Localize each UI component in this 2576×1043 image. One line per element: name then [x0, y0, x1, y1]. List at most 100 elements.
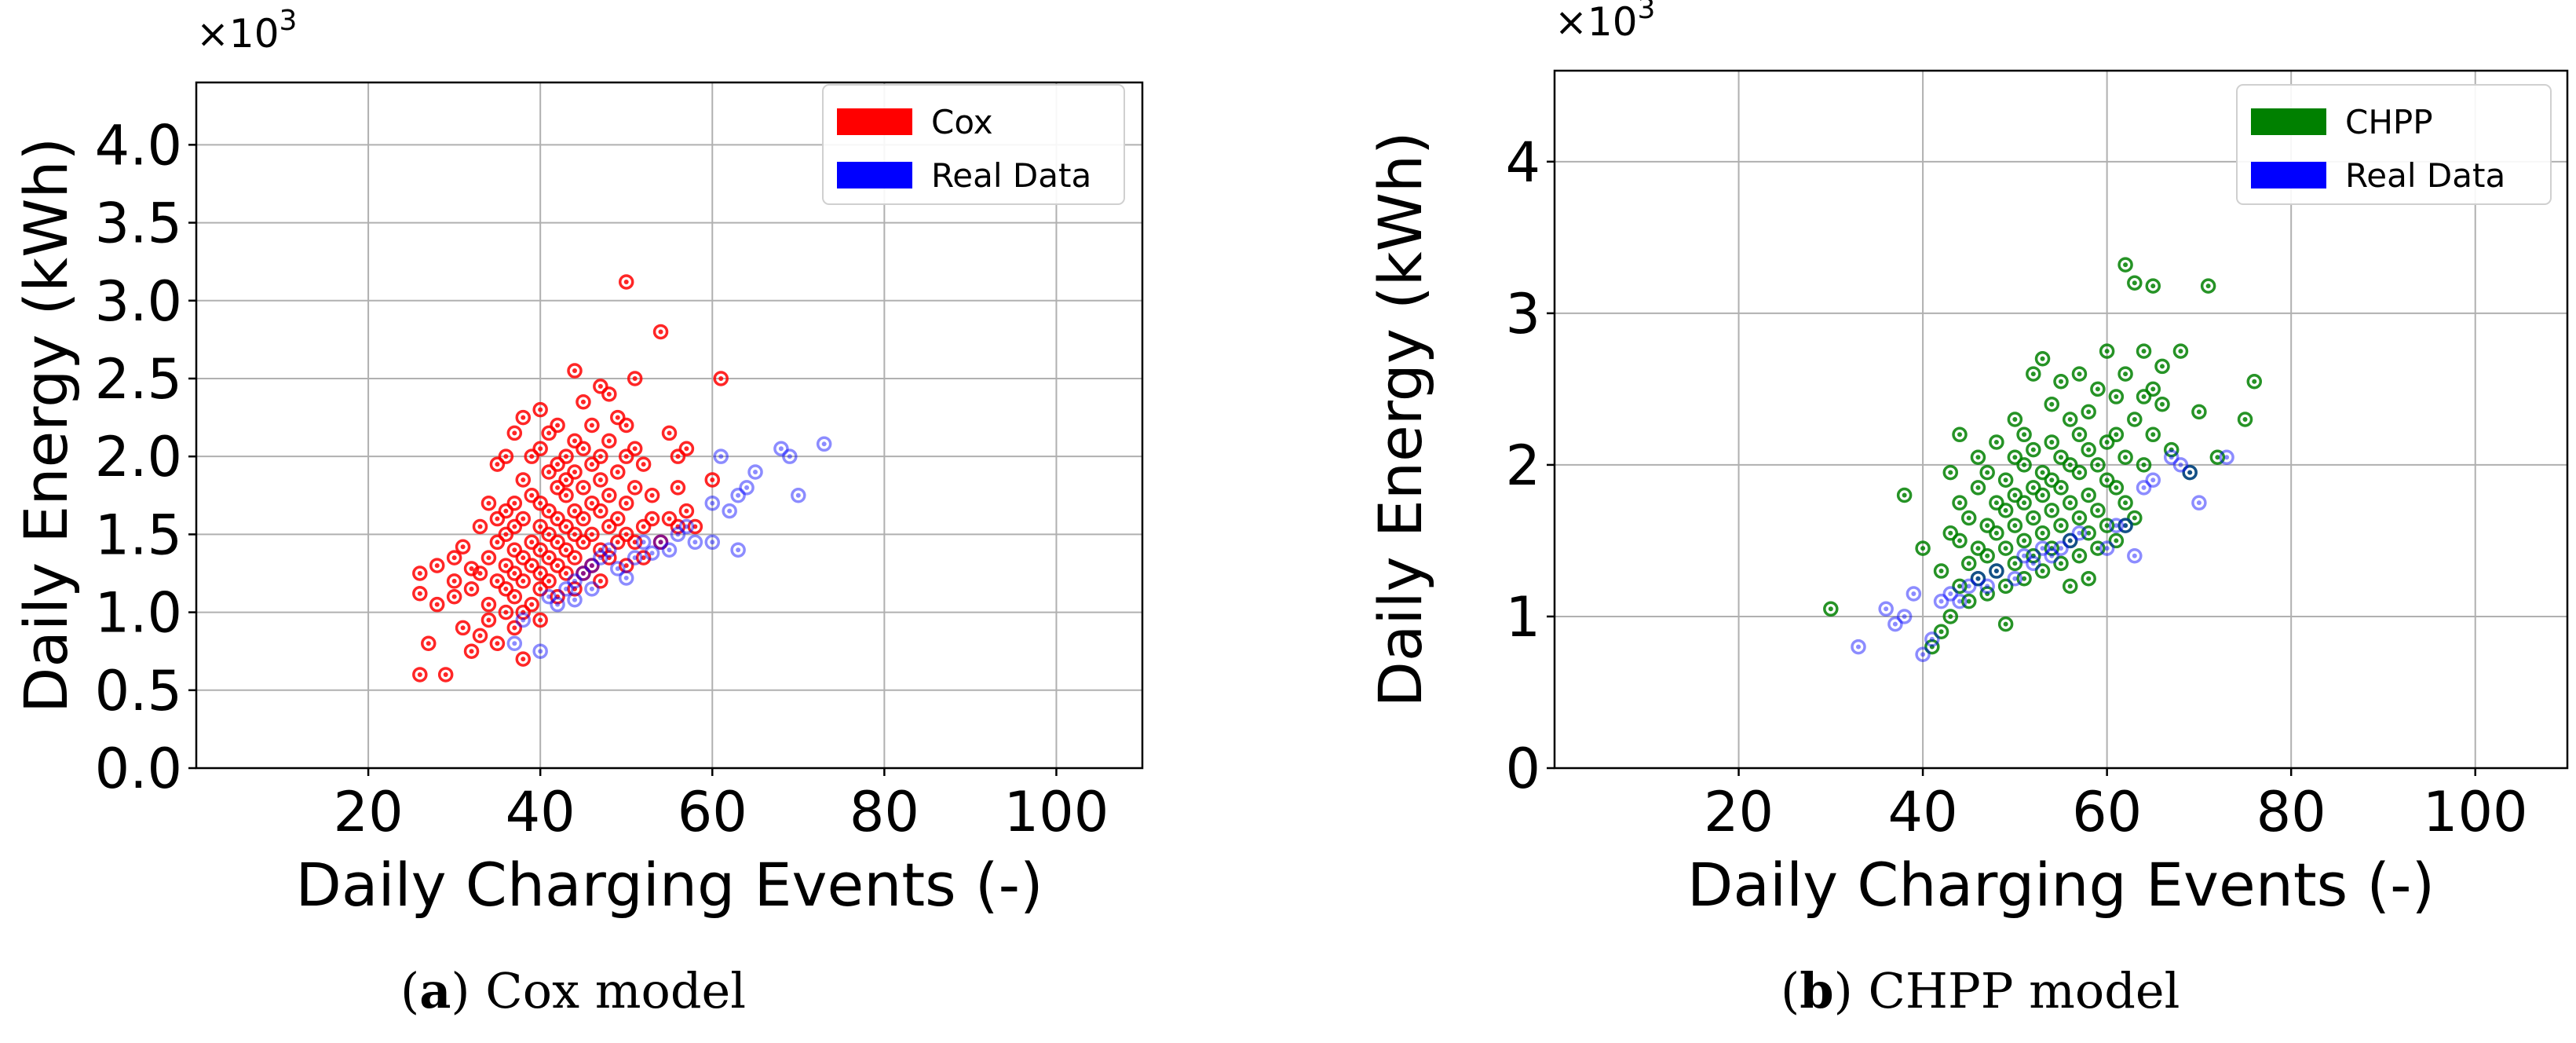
data-point — [1952, 578, 1968, 595]
data-point-center — [503, 454, 509, 459]
data-point-center — [623, 454, 629, 459]
data-point-center — [2049, 553, 2055, 558]
y-tick-label: 4.0 — [95, 113, 182, 177]
legend-label: Cox — [931, 103, 993, 141]
data-point — [2034, 487, 2051, 503]
data-point-center — [1985, 553, 1990, 558]
data-point-center — [538, 649, 543, 654]
data-point-center — [503, 563, 509, 569]
data-point-center — [1957, 432, 1962, 437]
data-point-center — [2196, 409, 2201, 415]
data-point — [704, 534, 721, 551]
chart-b: 20 40 60 80 100 0 1 2 3 4 ×103 Daily Charging Event… — [1365, 0, 2569, 920]
data-point-center — [1948, 613, 1953, 619]
data-point — [515, 604, 532, 620]
data-point — [489, 635, 506, 652]
data-point — [2127, 510, 2143, 526]
data-point — [2191, 404, 2207, 420]
data-point-center — [2114, 485, 2119, 490]
data-point — [446, 550, 462, 565]
data-point — [1851, 639, 1866, 655]
data-point — [2026, 480, 2041, 496]
data-point-center — [1985, 470, 1990, 475]
series-cox — [412, 274, 729, 683]
data-point — [730, 542, 746, 558]
data-point — [2145, 426, 2161, 443]
data-point-center — [503, 586, 509, 591]
data-point-center — [2059, 485, 2063, 490]
data-point — [1915, 540, 1931, 556]
data-point-center — [512, 625, 517, 631]
data-point — [1970, 449, 1986, 466]
data-point-center — [486, 500, 491, 506]
data-point — [515, 612, 532, 628]
data-point — [2071, 525, 2088, 541]
data-point-center — [564, 477, 569, 482]
legend-swatch — [2251, 162, 2326, 188]
data-point — [2099, 540, 2115, 556]
data-point-center — [606, 492, 612, 498]
data-point-center — [2077, 470, 2082, 475]
data-point — [532, 441, 548, 457]
data-point — [610, 409, 626, 426]
data-point — [593, 573, 608, 589]
data-point — [1952, 532, 1968, 549]
x-tick-label: 80 — [2256, 780, 2326, 844]
data-point — [704, 495, 721, 511]
data-point — [2136, 480, 2152, 496]
data-point-center — [2012, 561, 2018, 566]
data-point-center — [529, 563, 535, 569]
data-point — [541, 573, 557, 589]
x-tick-label: 20 — [334, 780, 404, 844]
data-point — [472, 518, 488, 535]
data-point — [1952, 495, 1968, 511]
data-point-center — [2040, 470, 2045, 475]
data-point — [1997, 578, 2014, 595]
data-point-center — [2160, 364, 2165, 369]
data-point — [593, 379, 608, 394]
data-point-center — [641, 524, 646, 529]
y-multiplier-exponent: 3 — [280, 5, 298, 37]
data-point-center — [2196, 500, 2201, 506]
data-point — [532, 401, 548, 418]
data-point-center — [2049, 401, 2055, 407]
data-point — [2044, 472, 2060, 488]
data-point-center — [2067, 538, 2073, 543]
data-point — [635, 550, 652, 565]
data-point — [2044, 547, 2060, 564]
data-point-center — [546, 508, 552, 514]
data-point — [412, 565, 428, 581]
data-point-center — [529, 540, 535, 545]
data-point-center — [667, 547, 672, 553]
data-point — [627, 371, 643, 386]
data-point-center — [477, 570, 483, 576]
y-tick-label: 0.5 — [95, 659, 182, 723]
y-tick-label: 0 — [1505, 737, 1540, 801]
data-point-center — [2114, 394, 2119, 400]
data-point-center — [580, 399, 586, 404]
data-point — [601, 542, 617, 558]
data-point-center — [2169, 447, 2174, 452]
data-point — [2071, 464, 2088, 481]
data-point-center — [2022, 576, 2027, 581]
data-point — [1942, 464, 1959, 481]
data-point — [1933, 624, 1949, 640]
data-point-center — [667, 516, 672, 522]
data-point-center — [2003, 478, 2008, 483]
data-point-center — [2132, 515, 2137, 521]
data-point — [2127, 275, 2143, 291]
data-point — [1924, 639, 1940, 655]
data-point-center — [1975, 546, 1981, 551]
data-point-center — [572, 470, 577, 475]
data-point-center — [555, 602, 561, 607]
data-point-center — [675, 454, 681, 459]
series-chpp — [1823, 257, 2263, 655]
data-point — [2209, 449, 2226, 466]
data-point — [1933, 563, 1949, 579]
data-point-center — [623, 500, 629, 506]
data-point — [618, 417, 634, 434]
data-point-center — [521, 415, 526, 420]
data-point-center — [2049, 507, 2055, 513]
data-point — [1960, 578, 1977, 595]
legend-label: Real Data — [931, 156, 1091, 195]
